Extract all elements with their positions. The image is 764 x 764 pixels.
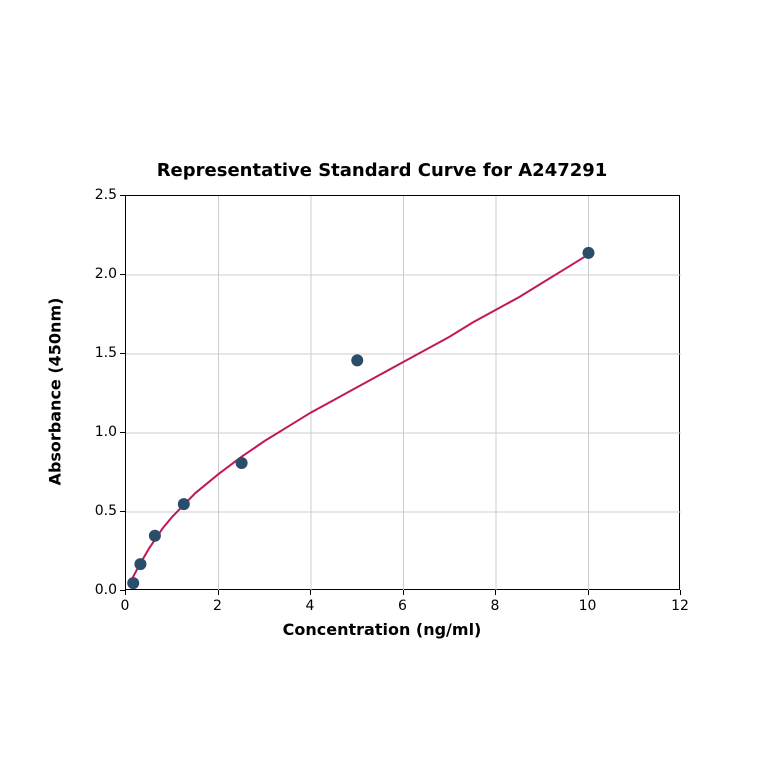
x-tick-label: 0: [121, 598, 130, 614]
x-tick-label: 4: [306, 598, 315, 614]
x-tick-label: 6: [398, 598, 407, 614]
data-point: [134, 558, 146, 570]
data-point: [149, 530, 161, 542]
x-tick-mark: [588, 590, 589, 595]
x-axis-label: Concentration (ng/ml): [0, 620, 764, 639]
fit-curve: [131, 254, 589, 581]
x-tick-mark: [310, 590, 311, 595]
data-point: [351, 354, 363, 366]
data-point: [583, 247, 595, 259]
y-axis-label: Absorbance (450nm): [46, 292, 65, 492]
y-tick-mark: [120, 195, 125, 196]
y-tick-mark: [120, 274, 125, 275]
y-tick-label: 1.5: [85, 345, 117, 361]
data-point: [178, 498, 190, 510]
data-point: [236, 457, 248, 469]
y-tick-mark: [120, 590, 125, 591]
y-tick-mark: [120, 353, 125, 354]
data-point: [127, 577, 139, 589]
x-tick-mark: [403, 590, 404, 595]
y-tick-label: 2.0: [85, 266, 117, 282]
x-tick-label: 8: [491, 598, 500, 614]
y-tick-mark: [120, 432, 125, 433]
chart-title: Representative Standard Curve for A24729…: [0, 160, 764, 181]
x-tick-mark: [680, 590, 681, 595]
plot-area: [125, 195, 680, 590]
x-tick-label: 2: [213, 598, 222, 614]
y-tick-mark: [120, 511, 125, 512]
x-tick-mark: [495, 590, 496, 595]
y-tick-label: 1.0: [85, 424, 117, 440]
chart-container: Representative Standard Curve for A24729…: [0, 0, 764, 764]
y-tick-label: 0.0: [85, 582, 117, 598]
y-tick-label: 0.5: [85, 503, 117, 519]
plot-svg: [126, 196, 681, 591]
y-tick-label: 2.5: [85, 187, 117, 203]
x-tick-label: 12: [671, 598, 689, 614]
x-tick-label: 10: [579, 598, 597, 614]
x-tick-mark: [218, 590, 219, 595]
x-tick-mark: [125, 590, 126, 595]
